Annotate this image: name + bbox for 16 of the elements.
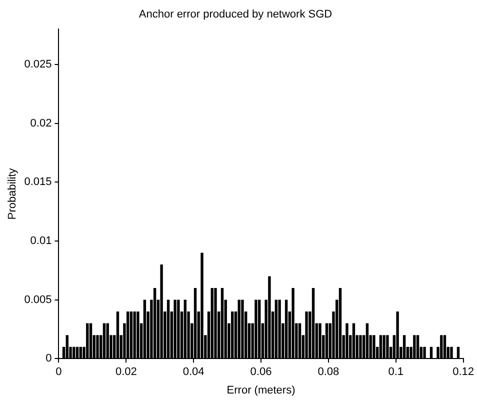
x-tick-label: 0.12: [452, 366, 474, 378]
x-axis-title: Error (meters): [226, 384, 296, 396]
x-tick-label: 0: [56, 366, 62, 378]
x-tick-label: 0.06: [250, 366, 272, 378]
y-tick-label: 0.015: [24, 176, 52, 188]
x-tick-label: 0.04: [182, 366, 204, 378]
y-tick-label: 0.005: [24, 294, 52, 306]
x-tick-label: 0.08: [318, 366, 340, 378]
y-tick-label: 0.02: [30, 117, 52, 130]
x-tick-label: 0.02: [115, 366, 137, 378]
x-tick-label: 0.1: [388, 366, 404, 378]
y-tick-label: 0.025: [24, 58, 52, 71]
chart-title: Anchor error produced by network SGD: [138, 8, 332, 21]
y-tick-label: 0: [46, 352, 52, 365]
y-tick-label: 0.01: [30, 234, 52, 247]
y-axis-title: Probability: [6, 168, 19, 220]
